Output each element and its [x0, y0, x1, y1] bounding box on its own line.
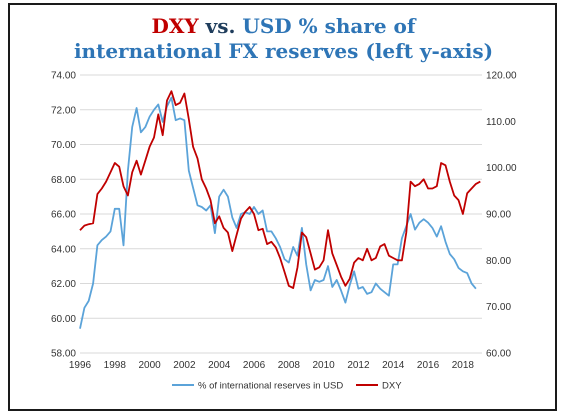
legend-label-usd-share: % of international reserves in USD: [198, 381, 343, 392]
x-tick-label: 2000: [138, 360, 161, 371]
left-y-tick-label: 58.00: [51, 349, 76, 360]
x-tick-label: 2018: [452, 360, 475, 371]
right-y-tick-label: 110.00: [486, 117, 516, 128]
x-tick-label: 2016: [417, 360, 440, 371]
chart-frame: [8, 3, 557, 411]
legend: % of international reserves in USD DXY: [172, 381, 402, 392]
left-y-tick-label: 68.00: [51, 175, 76, 186]
x-tick-label: 2014: [382, 360, 405, 371]
right-y-tick-label: 80.00: [486, 256, 511, 267]
gridlines: [80, 74, 482, 354]
right-y-tick-label: 70.00: [486, 302, 511, 313]
x-tick-label: 2012: [347, 360, 370, 371]
left-y-tick-label: 62.00: [51, 279, 76, 290]
right-y-tick-label: 90.00: [486, 210, 511, 221]
x-tick-label: 2002: [173, 360, 196, 371]
x-tick-label: 1998: [104, 360, 127, 371]
series-dxy-line: [79, 90, 481, 290]
left-y-tick-label: 64.00: [51, 244, 76, 255]
x-tick-label: 2008: [278, 360, 301, 371]
title-usd-share: USD % share of: [242, 14, 416, 38]
series-usd-share-line: [79, 96, 477, 329]
chart-title: DXY vs. USD % share of international FX …: [0, 14, 567, 64]
left-y-tick-label: 70.00: [51, 140, 76, 151]
left-y-axis: 58.00 60.00 62.00 64.00 66.00 68.00 70.00 72.00…: [51, 71, 76, 360]
x-tick-label: 2004: [208, 360, 231, 371]
title-vs: vs.: [198, 14, 243, 38]
left-y-tick-label: 72.00: [51, 105, 76, 116]
legend-label-dxy: DXY: [382, 381, 402, 392]
x-axis: 1996 1998 2000 2002 2004 2006 2008 2010 2012 2014…: [69, 360, 475, 371]
title-dxy: DXY: [151, 14, 199, 38]
chart-title-line-1: DXY vs. USD % share of: [0, 14, 567, 39]
chart-title-line-2: international FX reserves (left y-axis): [73, 39, 494, 63]
left-y-tick-label: 60.00: [51, 314, 76, 325]
x-tick-label: 2010: [313, 360, 336, 371]
right-y-tick-label: 60.00: [486, 349, 511, 360]
right-y-axis: 60.00 70.00 80.00 90.00 100.00 110.00 120.00: [486, 71, 517, 360]
x-tick-label: 2006: [243, 360, 266, 371]
left-y-tick-label: 66.00: [51, 210, 76, 221]
right-y-tick-label: 120.00: [486, 71, 517, 82]
plot-area: [79, 90, 481, 329]
left-y-tick-label: 74.00: [51, 71, 76, 82]
x-tick-label: 1996: [69, 360, 92, 371]
right-y-tick-label: 100.00: [486, 163, 517, 174]
